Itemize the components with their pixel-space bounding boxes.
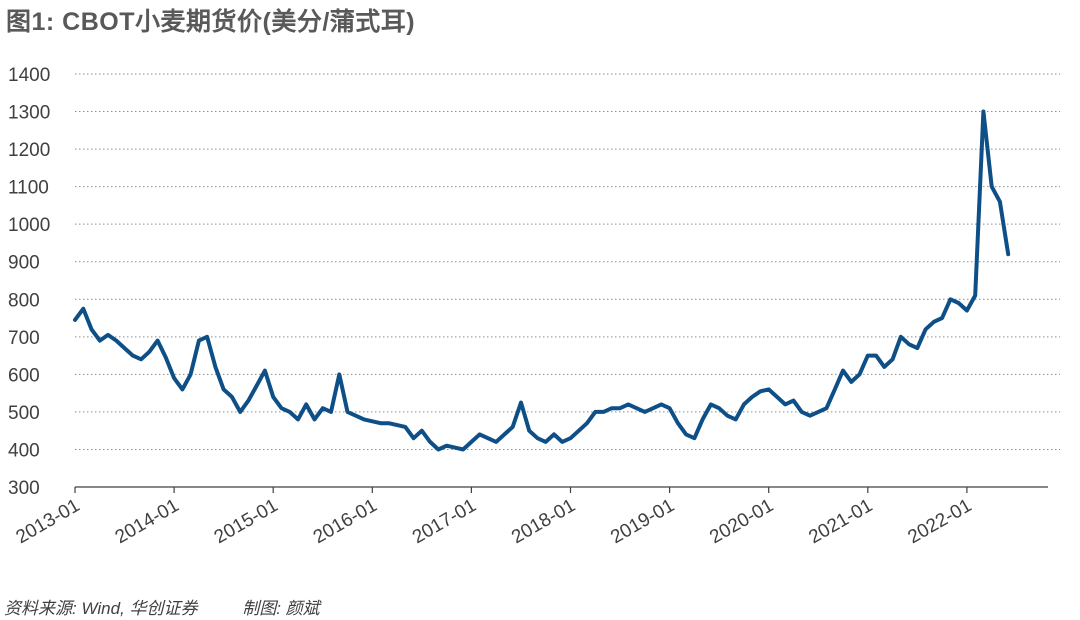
x-tick-label: 2016-01 <box>310 495 381 548</box>
y-tick-label: 1100 <box>8 178 49 199</box>
y-tick-label: 700 <box>8 328 40 349</box>
y-axis: 300 400 500 600 700 800 900 1000 1100 1200 1300 140… <box>8 65 50 499</box>
y-tick-label: 1400 <box>8 65 50 86</box>
author-note: 制图: 颜斌 <box>242 599 320 618</box>
y-tick-label: 300 <box>8 478 40 499</box>
y-tick-label: 600 <box>8 365 40 386</box>
line-chart: 300 400 500 600 700 800 900 1000 1100 1200 1300 140… <box>8 65 1060 548</box>
footer: 资料来源: Wind, 华创证券 制图: 颜斌 <box>4 594 320 619</box>
y-tick-label: 1000 <box>8 215 50 236</box>
x-tick-label: 2020-01 <box>706 495 777 548</box>
plot-area <box>73 109 1011 452</box>
x-tick-label: 2019-01 <box>607 495 678 548</box>
x-tick-label: 2017-01 <box>409 495 480 548</box>
page-title: 图1: CBOT小麦期货价(美分/蒲式耳) <box>6 8 416 36</box>
x-tick-label: 2021-01 <box>805 495 876 548</box>
y-tick-label: 400 <box>8 440 40 461</box>
x-tick-label: 2014-01 <box>112 495 183 548</box>
y-tick-label: 800 <box>8 290 40 311</box>
x-tick-label: 2013-01 <box>13 495 84 548</box>
y-tick-label: 900 <box>8 253 40 274</box>
x-tick-label: 2015-01 <box>211 495 282 548</box>
source-note: 资料来源: Wind, 华创证券 <box>4 599 198 618</box>
y-tick-label: 1300 <box>8 103 50 124</box>
y-tick-label: 500 <box>8 403 40 424</box>
series-line-0 <box>73 109 1011 452</box>
y-tick-label: 1200 <box>8 140 50 161</box>
x-tick-label: 2018-01 <box>508 495 579 548</box>
x-tick-label: 2022-01 <box>905 495 976 548</box>
x-axis: 2013-01 2014-01 2015-01 2016-01 2017-01 2018-… <box>13 486 1048 548</box>
grid-lines <box>75 73 1060 450</box>
